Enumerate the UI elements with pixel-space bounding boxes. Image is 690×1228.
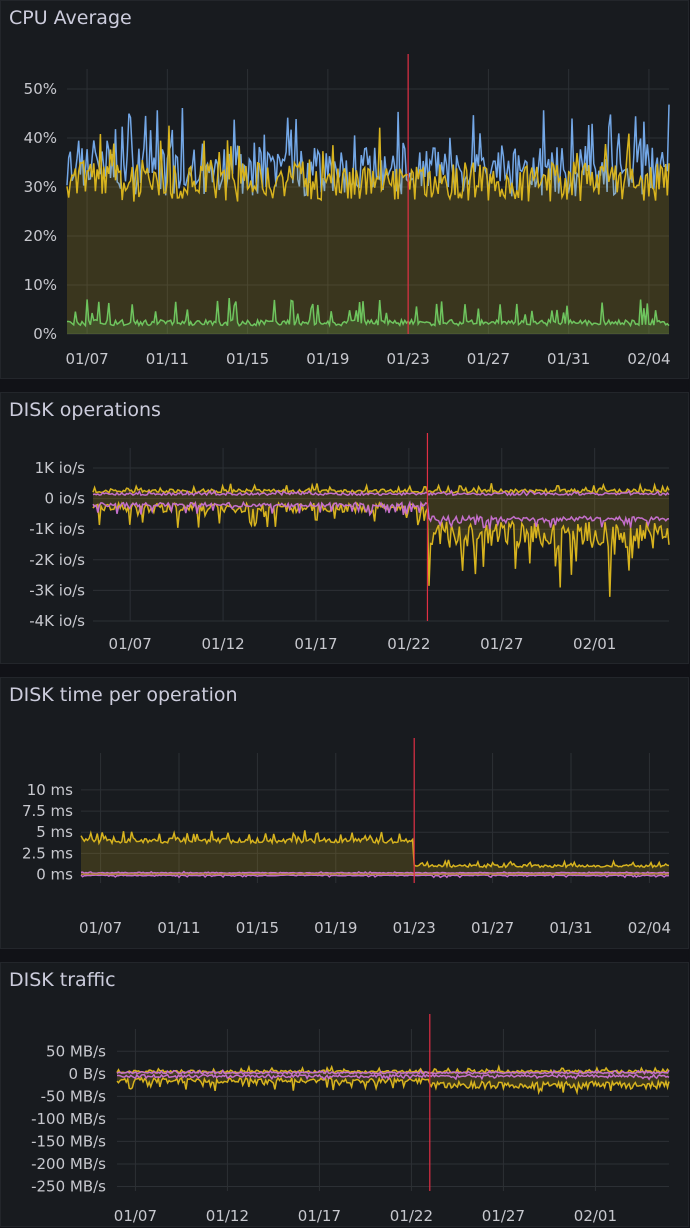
y-tick-label: 30% [24, 178, 57, 196]
x-tick-label: 01/11 [157, 919, 200, 937]
y-tick-label: -100 MB/s [31, 1110, 106, 1128]
x-tick-label: 01/27 [482, 1207, 525, 1225]
x-tick-label: 01/11 [146, 350, 189, 368]
x-tick-label: 01/31 [549, 919, 592, 937]
panel-title[interactable]: DISK traffic [9, 969, 116, 991]
cpu-average-chart[interactable]: 50% 40% 30% 20% 10% 0% 01/07 01/11 01/15 01/19 01/… [1, 1, 690, 380]
y-tick-label: -50 MB/s [41, 1087, 107, 1105]
y-tick-label: 20% [24, 227, 57, 245]
series-line [66, 125, 670, 202]
x-tick-label: 01/19 [306, 350, 349, 368]
series-line [116, 1068, 670, 1076]
disk-time-panel: DISK time per operation 10 ms 7.5 ms 5 ms 2… [0, 677, 689, 949]
series-line [116, 1075, 670, 1096]
x-tick-label: 02/01 [573, 635, 616, 653]
x-tick-label: 01/17 [294, 635, 337, 653]
x-tick-label: 01/12 [206, 1207, 249, 1225]
x-tick-label: 01/07 [109, 635, 152, 653]
panel-title[interactable]: DISK time per operation [9, 684, 238, 706]
y-tick-label: -150 MB/s [31, 1132, 106, 1150]
disk-operations-chart[interactable]: 1K io/s 0 io/s -1K io/s -2K io/s -3K io/s -4K… [1, 393, 690, 665]
series-line [92, 489, 670, 497]
x-tick-label: 01/31 [547, 350, 590, 368]
x-tick-label: 01/27 [467, 350, 510, 368]
y-tick-label: 0% [33, 325, 57, 343]
x-tick-label: 01/12 [201, 635, 244, 653]
y-tick-label: 0 ms [36, 866, 73, 884]
disk-traffic-panel: DISK traffic 50 MB/s 0 B/s -50 MB/s -100 MB… [0, 962, 689, 1227]
y-tick-label: 5 ms [36, 823, 73, 841]
x-tick-label: 01/22 [390, 1207, 433, 1225]
y-tick-label: -1K io/s [29, 520, 85, 538]
x-tick-label: 01/27 [471, 919, 514, 937]
series-area [67, 125, 669, 334]
y-tick-label: 0 io/s [44, 490, 85, 508]
series-line [80, 870, 670, 875]
x-tick-label: 01/23 [387, 350, 430, 368]
series-line [117, 1073, 670, 1081]
x-tick-label: 02/01 [574, 1207, 617, 1225]
x-tick-label: 01/23 [393, 919, 436, 937]
y-tick-label: -250 MB/s [31, 1177, 106, 1195]
y-tick-label: -4K io/s [29, 612, 85, 630]
disk-time-chart[interactable]: 10 ms 7.5 ms 5 ms 2.5 ms 0 ms 01/07 01/11 01/15… [1, 678, 690, 950]
series-line [67, 298, 670, 328]
x-tick-label: 02/04 [628, 919, 671, 937]
y-tick-label: 2.5 ms [22, 844, 73, 862]
disk-traffic-chart[interactable]: 50 MB/s 0 B/s -50 MB/s -100 MB/s -150 MB/s -2… [1, 963, 690, 1228]
series-line [80, 872, 669, 876]
series-area [81, 830, 669, 875]
y-tick-label: 50 MB/s [46, 1042, 106, 1060]
y-tick-label: 1K io/s [35, 459, 86, 477]
x-tick-label: 01/07 [114, 1207, 157, 1225]
series-area [93, 498, 669, 597]
x-tick-label: 01/07 [79, 919, 122, 937]
x-tick-label: 01/17 [298, 1207, 341, 1225]
y-tick-label: -2K io/s [29, 551, 85, 569]
series-line [80, 874, 670, 879]
x-tick-label: 01/22 [387, 635, 430, 653]
y-tick-label: 40% [24, 129, 57, 147]
series-line [80, 830, 670, 869]
x-tick-label: 02/04 [627, 350, 670, 368]
disk-operations-panel: DISK operations 1K io/s 0 io/s -1K io/s -2K… [0, 392, 689, 664]
series-line [92, 482, 670, 496]
x-tick-label: 01/19 [314, 919, 357, 937]
y-tick-label: -3K io/s [29, 581, 85, 599]
cpu-average-panel: CPU Average 50% 40% 30% 20% 10% 0% 01/07 01/11 0… [0, 0, 689, 379]
x-tick-label: 01/27 [480, 635, 523, 653]
y-tick-label: 10% [24, 276, 57, 294]
x-tick-label: 01/07 [65, 350, 108, 368]
y-tick-label: 0 B/s [69, 1065, 107, 1083]
x-tick-label: 01/15 [226, 350, 269, 368]
panel-title[interactable]: CPU Average [9, 7, 132, 29]
panel-title[interactable]: DISK operations [9, 399, 161, 421]
x-tick-label: 01/15 [236, 919, 279, 937]
y-tick-label: -200 MB/s [31, 1155, 106, 1173]
y-tick-label: 50% [24, 80, 57, 98]
y-tick-label: 10 ms [27, 781, 73, 799]
series-line [92, 500, 670, 597]
series-line [92, 500, 670, 530]
y-tick-label: 7.5 ms [22, 802, 73, 820]
